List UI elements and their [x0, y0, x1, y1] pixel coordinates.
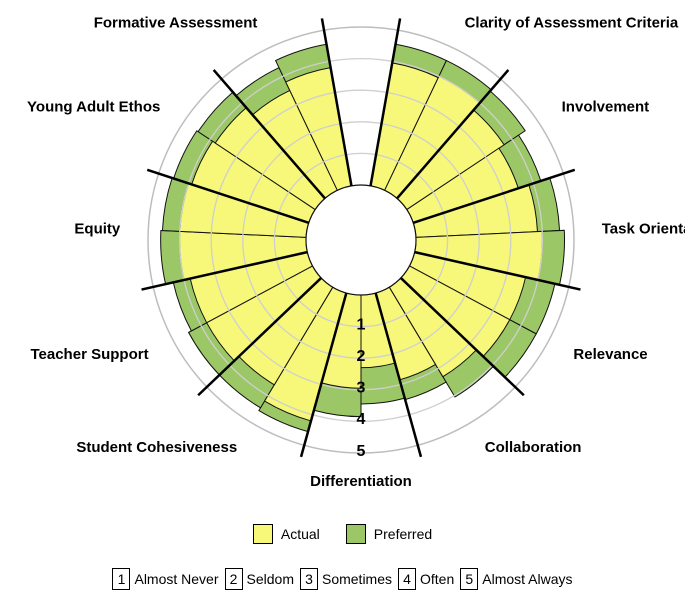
- scale-label: Sometimes: [321, 571, 393, 587]
- category-label: Equity: [74, 221, 120, 238]
- category-divider: [396, 69, 510, 200]
- center-hole: [305, 184, 417, 296]
- category-divider: [414, 250, 581, 291]
- legend: Actual Preferred: [0, 524, 685, 544]
- gridline-ring: [273, 152, 449, 328]
- radial-tick-label: 5: [357, 443, 366, 460]
- legend-item-preferred: Preferred: [345, 524, 433, 544]
- scale-num: 1: [112, 568, 131, 590]
- category-label: Young Adult Ethos: [27, 99, 160, 116]
- category-divider: [141, 250, 308, 291]
- scale-item-3: 3 Sometimes: [299, 568, 393, 590]
- scale-num: 3: [299, 568, 318, 590]
- scale-num: 4: [398, 568, 417, 590]
- category-label: Relevance: [573, 346, 647, 363]
- category-divider: [146, 168, 310, 225]
- scale-num: 2: [224, 568, 243, 590]
- scale-item-1: 1 Almost Never: [112, 568, 219, 590]
- radial-tick-label: 4: [357, 411, 366, 428]
- category-label: Differentiation: [310, 473, 412, 490]
- category-divider: [369, 18, 402, 187]
- scale-num: 5: [460, 568, 479, 590]
- category-label: Student Cohesiveness: [76, 439, 237, 456]
- category-divider: [299, 292, 348, 458]
- category-label: Collaboration: [485, 439, 582, 456]
- radial-tick-label: 2: [357, 348, 366, 365]
- radial-tick-label: 3: [357, 380, 366, 397]
- category-divider: [412, 168, 576, 225]
- category-divider: [197, 277, 323, 397]
- scale-item-2: 2 Seldom: [224, 568, 294, 590]
- legend-label-preferred: Preferred: [373, 526, 433, 542]
- polar-bar-chart: 1 2 3 4 5 Clarity of Assessment Criteria Invol…: [27, 14, 685, 490]
- scale-item-5: 5 Almost Always: [460, 568, 573, 590]
- scale-label: Often: [420, 571, 455, 587]
- category-label: Clarity of Assessment Criteria: [465, 14, 679, 31]
- category-divider: [399, 277, 525, 397]
- outer-ring: [147, 26, 575, 454]
- category-label: Formative Assessment: [94, 14, 258, 31]
- category-divider: [320, 18, 353, 187]
- legend-swatch-actual: [252, 524, 273, 544]
- scale-label: Seldom: [246, 571, 294, 587]
- scale-label: Almost Always: [482, 571, 573, 587]
- scale-item-4: 4 Often: [398, 568, 454, 590]
- scale-label: Almost Never: [134, 571, 219, 587]
- category-label: Task Orientation: [602, 221, 685, 238]
- scale-key: 1 Almost Never 2 Seldom 3 Sometimes 4 Of…: [0, 568, 685, 590]
- gridline-ring: [210, 89, 512, 391]
- radial-tick-label: 1: [357, 316, 366, 333]
- gridline-ring: [242, 121, 480, 359]
- category-label: Teacher Support: [30, 346, 148, 363]
- category-divider: [374, 292, 423, 458]
- legend-label-actual: Actual: [280, 526, 320, 542]
- category-divider: [212, 69, 326, 200]
- legend-item-actual: Actual: [252, 524, 320, 544]
- legend-swatch-preferred: [345, 524, 366, 544]
- category-label: Involvement: [562, 99, 650, 116]
- gridline-ring: [178, 57, 544, 423]
